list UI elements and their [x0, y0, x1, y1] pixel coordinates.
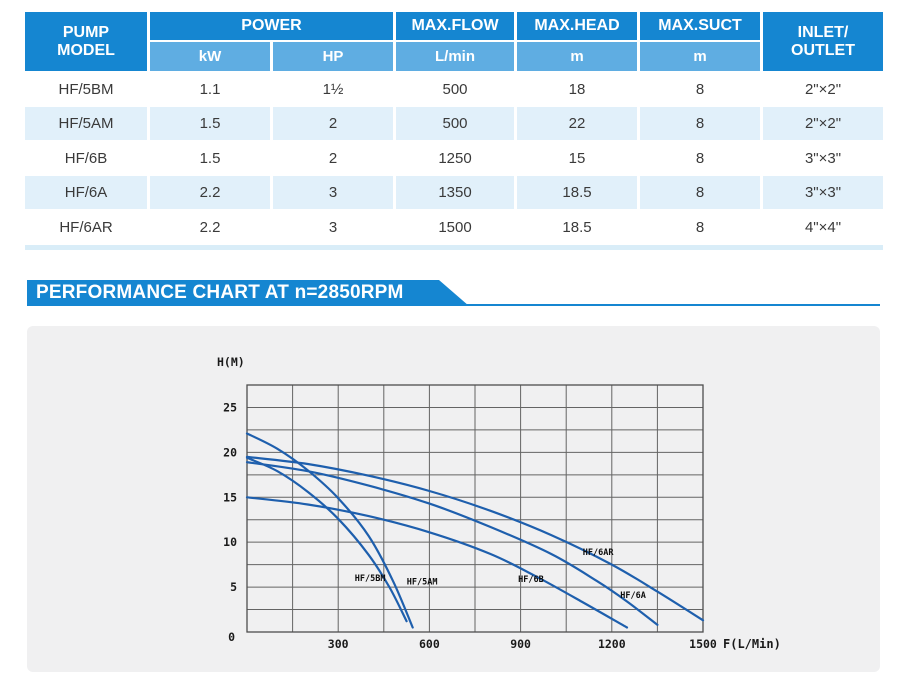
cell-kw: 1.5 — [150, 142, 270, 174]
cell-model: HF/5AM — [25, 107, 147, 140]
subheader-hp: HP — [273, 42, 393, 71]
cell-inlet-outlet: 3"×3" — [763, 142, 883, 174]
header-inlet-outlet: INLET/ OUTLET — [763, 12, 883, 71]
cell-head: 15 — [517, 142, 637, 174]
cell-suct: 8 — [640, 176, 760, 209]
header-pump-model-line1: PUMP — [62, 23, 110, 41]
header-power: POWER — [150, 12, 393, 40]
svg-text:15: 15 — [223, 490, 237, 504]
cell-suct: 8 — [640, 73, 760, 105]
svg-text:900: 900 — [510, 637, 531, 651]
cell-head: 22 — [517, 107, 637, 140]
header-max-suct: MAX.SUCT — [640, 12, 760, 40]
subheader-head-unit: m — [517, 42, 637, 71]
cell-inlet-outlet: 3"×3" — [763, 176, 883, 209]
header-inlet-outlet-line1: INLET/ — [797, 23, 849, 41]
cell-inlet-outlet: 2"×2" — [763, 73, 883, 105]
cell-head: 18.5 — [517, 211, 637, 243]
curve-HF/6B — [245, 496, 629, 629]
cell-head: 18 — [517, 73, 637, 105]
svg-text:1200: 1200 — [598, 637, 626, 651]
y-axis-title: H(M) — [217, 355, 245, 369]
cell-head: 18.5 — [517, 176, 637, 209]
cell-model: HF/5BM — [25, 73, 147, 105]
curve-label-HF/5BM: HF/5BM — [355, 574, 386, 584]
performance-chart-panel: 5 10 15 20 25 0 300 600 900 1200 1500 H(M) F(L/Min) H… — [27, 326, 880, 672]
cell-kw: 1.1 — [150, 73, 270, 105]
curve-HF/6A — [245, 461, 659, 626]
cell-suct: 8 — [640, 211, 760, 243]
curve-HF/6AR — [245, 455, 705, 622]
svg-text:0: 0 — [228, 630, 235, 644]
x-axis-title: F(L/Min) — [723, 637, 781, 651]
curve-label-HF/6B: HF/6B — [518, 575, 544, 585]
cell-inlet-outlet: 4"×4" — [763, 211, 883, 243]
banner-title: PERFORMANCE CHART AT n=2850RPM — [36, 282, 404, 303]
cell-flow: 500 — [396, 73, 514, 105]
performance-chart-banner: PERFORMANCE CHART AT n=2850RPM — [27, 280, 469, 306]
performance-chart: 5 10 15 20 25 0 300 600 900 1200 1500 H(M) F(L/Min) H… — [217, 355, 781, 651]
cell-hp: 3 — [273, 176, 393, 209]
cell-hp: 1½ — [273, 73, 393, 105]
header-max-flow: MAX.FLOW — [396, 12, 514, 40]
cell-flow: 1250 — [396, 142, 514, 174]
cell-model: HF/6A — [25, 176, 147, 209]
cell-flow: 1350 — [396, 176, 514, 209]
svg-text:25: 25 — [223, 400, 237, 414]
subheader-flow-unit: L/min — [396, 42, 514, 71]
cell-hp: 3 — [273, 211, 393, 243]
curve-label-HF/6AR: HF/6AR — [583, 548, 615, 558]
svg-text:10: 10 — [223, 535, 237, 549]
header-pump-model: PUMP MODEL — [25, 12, 147, 71]
pump-spec-table: PUMP MODEL POWER MAX.FLOW MAX.HEAD MAX.S… — [25, 12, 883, 243]
svg-text:5: 5 — [230, 580, 237, 594]
cell-flow: 1500 — [396, 211, 514, 243]
subheader-kw: kW — [150, 42, 270, 71]
header-max-head: MAX.HEAD — [517, 12, 637, 40]
curve-label-HF/6A: HF/6A — [620, 591, 646, 601]
table-bottom-strip — [25, 245, 883, 250]
svg-text:600: 600 — [419, 637, 440, 651]
cell-kw: 2.2 — [150, 176, 270, 209]
cell-hp: 2 — [273, 142, 393, 174]
curve-HF/5AM — [245, 432, 414, 629]
curve-HF/5BM — [245, 456, 408, 623]
cell-model: HF/6B — [25, 142, 147, 174]
cell-hp: 2 — [273, 107, 393, 140]
cell-kw: 1.5 — [150, 107, 270, 140]
cell-suct: 8 — [640, 107, 760, 140]
cell-flow: 500 — [396, 107, 514, 140]
header-pump-model-line2: MODEL — [57, 41, 115, 59]
cell-model: HF/6AR — [25, 211, 147, 243]
subheader-suct-unit: m — [640, 42, 760, 71]
header-inlet-outlet-line2: OUTLET — [791, 41, 855, 59]
cell-inlet-outlet: 2"×2" — [763, 107, 883, 140]
cell-kw: 2.2 — [150, 211, 270, 243]
svg-text:20: 20 — [223, 445, 237, 459]
svg-text:1500: 1500 — [689, 637, 717, 651]
curve-label-HF/5AM: HF/5AM — [407, 578, 438, 588]
svg-text:300: 300 — [328, 637, 349, 651]
cell-suct: 8 — [640, 142, 760, 174]
